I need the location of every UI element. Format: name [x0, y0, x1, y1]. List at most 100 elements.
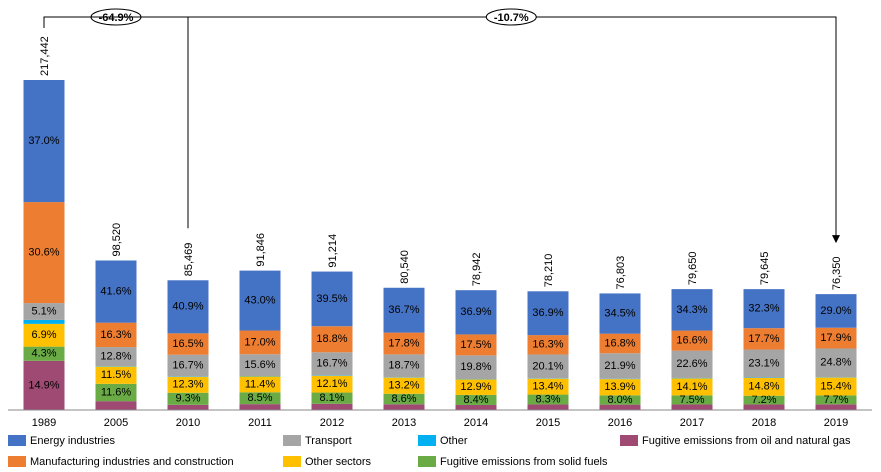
legend-swatch: [283, 435, 301, 446]
segment-label: 14.9%: [28, 379, 59, 391]
bar-segment: [455, 379, 497, 395]
segment-label: 29.0%: [820, 305, 851, 317]
legend-item: Energy industries: [8, 435, 115, 447]
legend-label: Other sectors: [305, 456, 372, 468]
bar-segment: [95, 366, 137, 384]
bar-segment: [383, 393, 425, 405]
x-tick-label: 1989: [32, 417, 56, 429]
x-tick-label: 2010: [176, 417, 200, 429]
segment-label: 17.9%: [820, 332, 851, 344]
total-label: 85,469: [183, 243, 195, 277]
bar-segment: [743, 328, 785, 350]
bar-segment: [815, 404, 857, 410]
bar-segment: [671, 395, 713, 405]
segment-label: 5.1%: [31, 305, 56, 317]
bar-segment: [23, 202, 65, 304]
bar-segment: [815, 294, 857, 328]
segment-label: 34.3%: [676, 304, 707, 316]
segment-label: 36.9%: [532, 307, 563, 319]
total-label: 76,350: [831, 256, 843, 290]
x-tick-label: 2019: [824, 417, 848, 429]
legend-swatch: [8, 456, 26, 467]
segment-label: 17.8%: [388, 337, 419, 349]
total-label: 80,540: [399, 250, 411, 284]
bar-segment: [815, 327, 857, 349]
segment-label: 8.4%: [463, 394, 488, 406]
segment-label: 7.5%: [679, 394, 704, 406]
bar-segment: [671, 404, 713, 410]
segment-label: 14.8%: [748, 381, 779, 393]
segment-label: 16.3%: [100, 329, 131, 341]
legend-label: Transport: [305, 435, 352, 447]
bar-segment: [455, 394, 497, 405]
segment-label: 16.6%: [676, 335, 707, 347]
annotation-oval: [485, 8, 537, 26]
bar-segment: [599, 379, 641, 396]
bar-segment: [743, 377, 785, 396]
bar-segment: [311, 271, 353, 327]
legend-item: Fugitive emissions from oil and natural …: [620, 435, 851, 447]
bar-segment: [167, 333, 209, 355]
legend-item: Other: [418, 435, 468, 447]
segment-label: 16.5%: [172, 338, 203, 350]
bar-segment: [455, 404, 497, 410]
segment-label: 21.9%: [604, 360, 635, 372]
bar-segment: [527, 404, 569, 410]
bar-segment: [527, 335, 569, 355]
bar-segment: [455, 334, 497, 356]
total-label: 217,442: [39, 36, 51, 76]
segment-label: 16.8%: [604, 337, 635, 349]
segment-label: 13.2%: [388, 380, 419, 392]
bar-segment: [311, 403, 353, 410]
bar-segment: [239, 376, 281, 393]
legend-swatch: [8, 435, 26, 446]
bar-segment: [311, 375, 353, 393]
bar-segment: [167, 404, 209, 410]
segment-label: 11.6%: [101, 386, 132, 398]
segment-label: 34.5%: [604, 307, 635, 319]
bar-segment: [383, 354, 425, 378]
total-label: 91,214: [327, 234, 339, 268]
legend-swatch: [418, 435, 436, 446]
segment-label: 12.8%: [100, 351, 131, 363]
bar-segment: [311, 392, 353, 404]
bar-segment: [599, 404, 641, 410]
x-tick-label: 2017: [680, 417, 704, 429]
total-label: 98,520: [111, 223, 123, 257]
annotation-label: -10.7%: [494, 12, 529, 24]
segment-label: 17.0%: [244, 336, 275, 348]
legend-swatch: [418, 456, 436, 467]
bar-segment: [671, 330, 713, 351]
bar-segment: [671, 350, 713, 378]
segment-label: 32.3%: [748, 303, 779, 315]
change-annotation: -64.9%: [43, 8, 189, 229]
segment-label: 8.3%: [535, 393, 560, 405]
bar-segment: [383, 332, 425, 355]
segment-label: 11.5%: [101, 369, 132, 381]
total-label: 79,645: [759, 251, 771, 285]
segment-label: 7.7%: [823, 394, 848, 406]
legend-item: Transport: [283, 435, 352, 447]
bar-segment: [743, 289, 785, 329]
bar-segment: [23, 346, 65, 361]
segment-label: 16.7%: [316, 358, 347, 370]
bar-segment: [743, 395, 785, 405]
segment-label: 19.8%: [460, 361, 491, 373]
segment-label: 43.0%: [244, 294, 275, 306]
segment-label: 8.1%: [319, 392, 344, 404]
bar-segment: [527, 354, 569, 379]
annotation-label: -64.9%: [99, 12, 134, 24]
segment-label: 16.3%: [532, 339, 563, 351]
segment-label: 16.7%: [172, 359, 203, 371]
x-tick-label: 2012: [320, 417, 344, 429]
segment-label: 37.0%: [28, 135, 59, 147]
bar-segment: [23, 323, 65, 347]
bar-segment: [527, 378, 569, 395]
change-annotation: -10.7%: [43, 8, 840, 244]
bar-segment: [239, 404, 281, 410]
bar-segment: [455, 355, 497, 380]
bar-segment: [95, 260, 137, 323]
bar-segment: [23, 80, 65, 203]
segment-label: 36.7%: [388, 304, 419, 316]
